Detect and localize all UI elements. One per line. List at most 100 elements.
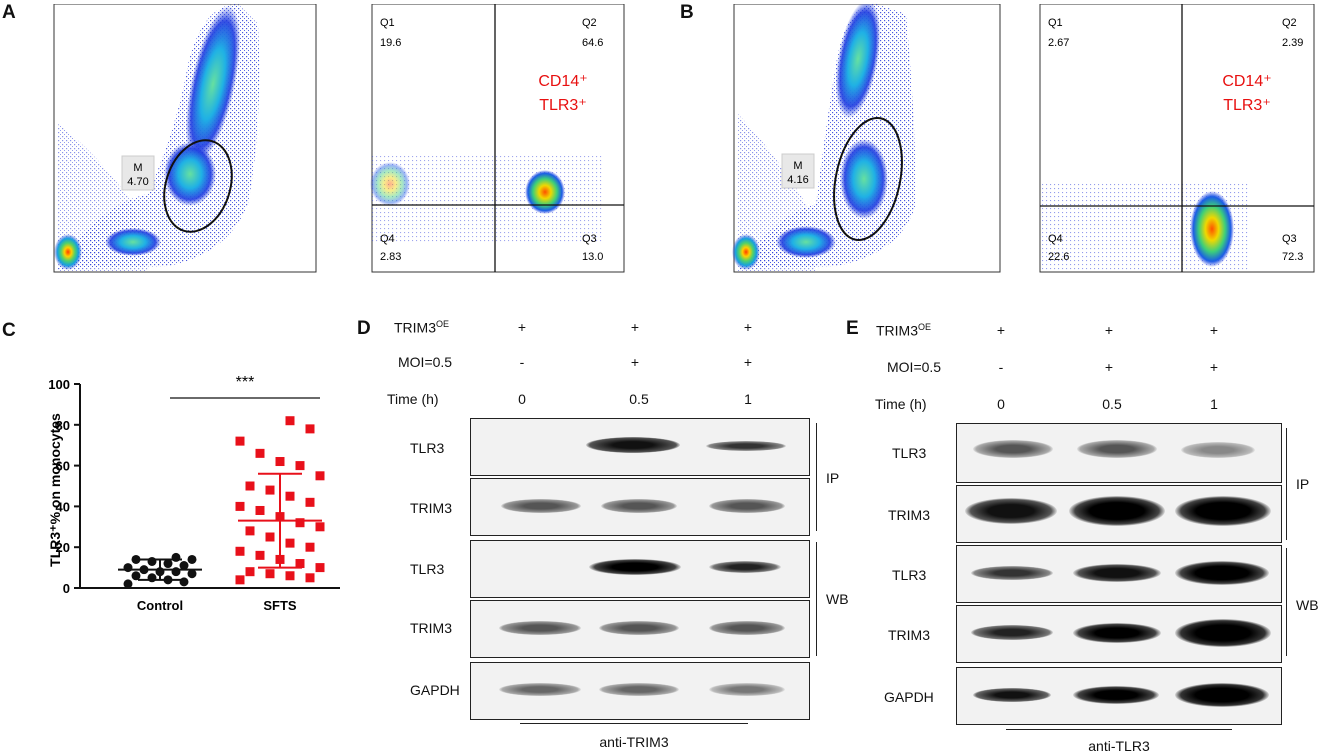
panel-c-point-sfts — [305, 424, 315, 434]
panel-c-x-tick-label: Control — [137, 598, 183, 613]
panel-c-point-sfts — [255, 550, 265, 560]
panel-c-point-sfts — [245, 567, 255, 577]
panel-c-point-sfts — [275, 457, 285, 467]
panel-c-point-sfts — [235, 546, 245, 556]
panel-c-point-control — [131, 554, 141, 564]
panel-d-blot-1 — [470, 418, 810, 476]
panel-d-blot-label-3: TLR3 — [410, 561, 445, 577]
panel-c-point-control — [171, 552, 181, 562]
panel-c-point-control — [123, 563, 133, 573]
panel-c-point-sfts — [295, 461, 305, 471]
panel-c-scatter-chart: TLR3⁺% on monocytes *** 0 20 40 60 80 100 Cont… — [47, 374, 340, 613]
panel-b-q4-label: Q4 — [1048, 233, 1063, 245]
panel-e-time-val-2: 0.5 — [1102, 396, 1122, 412]
panel-a-q1-value: 19.6 — [380, 37, 401, 49]
panel-d-blot-2 — [470, 478, 810, 536]
panel-d-wb-bracket — [816, 542, 817, 656]
panel-d-trim3oe-label: TRIM3OE — [394, 319, 449, 336]
panel-a-gate-label: M — [133, 162, 142, 174]
panel-b-q2-label: Q2 — [1282, 17, 1297, 29]
panel-c-point-sfts — [315, 563, 325, 573]
panel-e-time-val-3: 1 — [1210, 396, 1218, 412]
panel-a-fsc-ssc-plot: M 4.70 — [53, 4, 317, 273]
panel-e-trim3oe-val-2: + — [1104, 322, 1114, 338]
panel-c-point-sfts — [245, 481, 255, 491]
panel-c-point-sfts — [265, 532, 275, 542]
panel-c-y-tick-label: 40 — [56, 499, 70, 514]
panel-b-q3-label: Q3 — [1282, 233, 1297, 245]
panel-c-y-tick-label: 60 — [56, 459, 70, 474]
panel-c-point-sfts — [315, 471, 325, 481]
panel-c-point-sfts — [235, 436, 245, 446]
panel-c-point-control — [179, 561, 189, 571]
panel-c-point-sfts — [305, 542, 315, 552]
panel-a-quadrant-plot: Q1 19.6 Q2 64.6 Q3 13.0 Q4 2.83 CD14⁺ TL… — [370, 4, 625, 273]
panel-a-q2-value: 64.6 — [582, 37, 603, 49]
panel-a-q4-label: Q4 — [380, 233, 395, 245]
panel-e-antibody-line — [1006, 729, 1232, 730]
panel-d-time-val-3: 1 — [744, 391, 752, 407]
panel-a-marker-cd14: CD14⁺ — [538, 73, 587, 90]
panel-d-time-label: Time (h) — [387, 391, 439, 407]
panel-a-marker-tlr3: TLR3⁺ — [539, 97, 587, 114]
panel-b-marker-tlr3: TLR3⁺ — [1223, 97, 1271, 114]
panel-b-gate-value: 4.16 — [787, 174, 808, 186]
panel-e-moi-val-1: - — [998, 359, 1004, 375]
panel-a-q1-label: Q1 — [380, 17, 395, 29]
panel-d-moi-val-1: - — [519, 354, 525, 370]
panel-d-antibody-line — [520, 723, 748, 724]
panel-c-point-control — [187, 569, 197, 579]
panel-e-moi-label: MOI=0.5 — [887, 359, 942, 375]
panel-e-blot-2 — [956, 485, 1282, 543]
panel-d-blot-4 — [470, 600, 810, 658]
panel-e-trim3oe-label: TRIM3OE — [876, 322, 931, 339]
panel-c-significance: *** — [236, 374, 255, 391]
panel-c-point-sfts — [305, 573, 315, 583]
panel-d-wb-label: WB — [826, 591, 849, 607]
panel-e-antibody-label: anti-TLR3 — [1088, 738, 1150, 754]
panel-e-time-val-1: 0 — [997, 396, 1005, 412]
panel-e-blot-label-4: TRIM3 — [888, 627, 930, 643]
panel-e-blot-1 — [956, 423, 1282, 483]
panel-e-wb-bracket — [1286, 548, 1287, 656]
panel-d-moi-label: MOI=0.5 — [398, 354, 453, 370]
panel-b-q1-value: 2.67 — [1048, 37, 1069, 49]
panel-c-y-tick-label: 100 — [48, 377, 70, 392]
panel-a-gate-value: 4.70 — [127, 176, 148, 188]
panel-d-moi-val-2: + — [630, 354, 640, 370]
panel-c-point-sfts — [315, 522, 325, 532]
panel-a-q2-label: Q2 — [582, 17, 597, 29]
panel-d-blot-label-2: TRIM3 — [410, 500, 452, 516]
panel-c-point-sfts — [295, 518, 305, 528]
panel-c-point-control — [171, 567, 181, 577]
panel-letter-c: C — [2, 320, 16, 341]
panel-e-trim3oe-sup: OE — [918, 322, 932, 332]
panel-letter-b: B — [680, 2, 694, 23]
panel-d-ip-bracket — [816, 423, 817, 531]
panel-c-point-sfts — [285, 571, 295, 581]
panel-c-point-sfts — [245, 526, 255, 536]
panel-a-q3-label: Q3 — [582, 233, 597, 245]
panel-b-marker-cd14: CD14⁺ — [1222, 73, 1271, 90]
panel-e-trim3oe-val-1: + — [996, 322, 1006, 338]
panel-d-trim3oe-val-3: + — [743, 319, 753, 335]
panel-e-trim3oe-val-3: + — [1209, 322, 1219, 338]
panel-b-q2-value: 2.39 — [1282, 37, 1303, 49]
panel-c-point-sfts — [285, 538, 295, 548]
panel-c-y-tick-label: 20 — [56, 540, 70, 555]
panel-e-blot-label-1: TLR3 — [892, 445, 927, 461]
panel-e-blot-label-5: GAPDH — [884, 689, 934, 705]
panel-d-time-val-2: 0.5 — [629, 391, 649, 407]
panel-d-blot-label-4: TRIM3 — [410, 620, 452, 636]
panel-c-point-control — [187, 554, 197, 564]
panel-e-ip-bracket — [1286, 428, 1287, 540]
panel-e-ip-label: IP — [1296, 476, 1310, 492]
panel-d-antibody-label: anti-TRIM3 — [599, 734, 669, 750]
panel-c-y-tick-label: 0 — [63, 581, 70, 596]
panel-e-wb-label: WB — [1296, 597, 1319, 613]
panel-b-fsc-ssc-plot: M 4.16 — [732, 4, 1001, 273]
panel-c-point-sfts — [235, 575, 245, 585]
panel-b-q3-value: 72.3 — [1282, 251, 1303, 263]
panel-e-blot-label-3: TLR3 — [892, 567, 927, 583]
panel-c-point-sfts — [255, 448, 265, 458]
